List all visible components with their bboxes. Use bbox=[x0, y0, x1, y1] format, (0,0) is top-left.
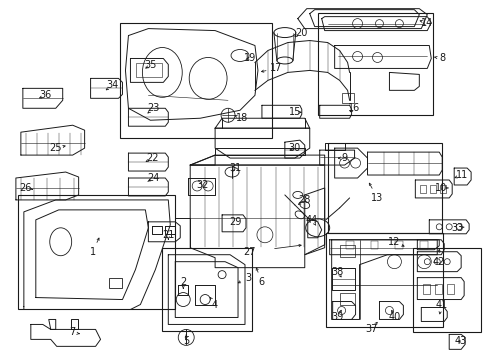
Bar bbox=[18, 195, 175, 310]
Bar bbox=[370, 241, 378, 249]
Text: 17: 17 bbox=[269, 63, 282, 73]
Bar bbox=[420, 241, 427, 249]
Bar bbox=[162, 248, 251, 332]
Text: 12: 12 bbox=[387, 237, 400, 247]
Bar bbox=[327, 143, 441, 233]
Bar bbox=[395, 241, 403, 249]
Text: 5: 5 bbox=[183, 336, 189, 346]
Text: 30: 30 bbox=[288, 143, 300, 153]
Text: 23: 23 bbox=[147, 103, 159, 113]
Bar bbox=[412, 248, 480, 332]
Text: 24: 24 bbox=[147, 173, 159, 183]
Text: 20: 20 bbox=[295, 28, 307, 37]
Text: 37: 37 bbox=[365, 324, 377, 334]
Text: 31: 31 bbox=[228, 163, 241, 173]
Text: 44: 44 bbox=[305, 215, 317, 225]
Bar bbox=[325, 233, 442, 328]
Bar bbox=[434, 284, 441, 293]
Text: 4: 4 bbox=[212, 300, 218, 310]
Bar bbox=[339, 293, 354, 305]
Bar bbox=[136, 63, 162, 77]
Text: 41: 41 bbox=[434, 300, 447, 310]
Text: 42: 42 bbox=[432, 257, 445, 267]
Text: 26: 26 bbox=[20, 183, 32, 193]
Text: 32: 32 bbox=[196, 180, 208, 190]
Bar bbox=[345, 241, 353, 249]
Text: 29: 29 bbox=[228, 217, 241, 227]
Bar bbox=[120, 23, 271, 138]
Text: 3: 3 bbox=[244, 273, 250, 283]
Text: 13: 13 bbox=[370, 193, 383, 203]
Text: 34: 34 bbox=[106, 80, 119, 90]
Text: 36: 36 bbox=[40, 90, 52, 100]
Text: 14: 14 bbox=[420, 18, 432, 28]
Bar bbox=[317, 13, 432, 115]
Text: 1: 1 bbox=[89, 247, 96, 257]
Bar bbox=[339, 245, 354, 257]
Text: 35: 35 bbox=[144, 60, 156, 71]
Text: 2: 2 bbox=[180, 276, 186, 287]
Text: 6: 6 bbox=[258, 276, 264, 287]
Text: 43: 43 bbox=[454, 336, 467, 346]
Bar bbox=[447, 284, 453, 293]
Text: 39: 39 bbox=[331, 312, 343, 323]
Text: 8: 8 bbox=[438, 54, 445, 63]
Text: 16: 16 bbox=[348, 103, 360, 113]
Text: 33: 33 bbox=[450, 223, 462, 233]
Text: 11: 11 bbox=[455, 170, 468, 180]
Text: 15: 15 bbox=[288, 107, 301, 117]
Bar bbox=[423, 284, 429, 293]
Text: 27: 27 bbox=[243, 247, 256, 257]
Text: 19: 19 bbox=[244, 54, 256, 63]
Text: 22: 22 bbox=[146, 153, 158, 163]
Bar bbox=[420, 185, 426, 193]
Text: 25: 25 bbox=[49, 143, 62, 153]
Bar bbox=[341, 93, 353, 103]
Text: 9: 9 bbox=[341, 153, 347, 163]
Text: 18: 18 bbox=[235, 113, 247, 123]
Text: 10: 10 bbox=[434, 183, 447, 193]
Bar bbox=[439, 185, 446, 193]
Text: 40: 40 bbox=[387, 312, 400, 323]
Text: 38: 38 bbox=[331, 267, 343, 276]
Text: 28: 28 bbox=[298, 195, 310, 205]
Text: 7: 7 bbox=[69, 327, 76, 337]
Text: 21: 21 bbox=[162, 230, 174, 240]
Bar bbox=[108, 278, 122, 288]
Bar bbox=[429, 185, 435, 193]
